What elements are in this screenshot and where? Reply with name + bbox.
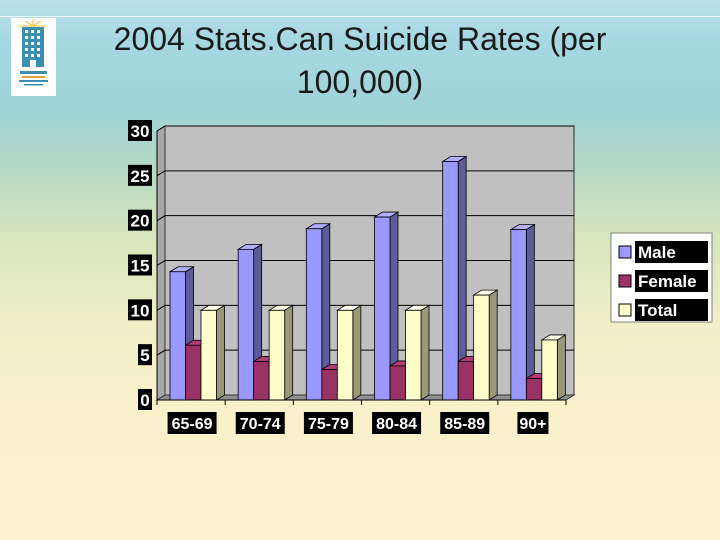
legend-swatch-female (618, 274, 632, 288)
y-tick-label: 5 (140, 346, 149, 365)
legend-label-bg (635, 270, 708, 292)
y-tick-label-bg (128, 120, 152, 141)
x-tick-label-bg (440, 412, 490, 434)
x-tick-label-80-84: 80-84 (376, 416, 417, 433)
legend-label-bg (635, 241, 708, 263)
title-divider (0, 16, 720, 17)
y-tick-label: 20 (131, 212, 150, 231)
gridline-20 (156, 215, 574, 222)
x-tick-label-65-69: 65-69 (172, 416, 213, 433)
building-logo-icon (11, 18, 56, 96)
y-tick-label: 25 (131, 167, 150, 186)
legend-label-bg (635, 299, 708, 321)
x-tick-label-70-74: 70-74 (240, 416, 281, 433)
x-tick-label-85-89: 85-89 (444, 416, 485, 433)
legend-label-female: Female (638, 272, 697, 291)
y-tick-label-bg (138, 389, 152, 410)
gridline-10 (156, 304, 574, 311)
x-tick-label-bg (517, 412, 549, 434)
bar-male-85-89 (441, 155, 468, 401)
y-tick-label-bg (128, 299, 152, 321)
y-tick-label-bg (128, 254, 152, 276)
legend-swatch-total (618, 303, 632, 317)
gridline-5 (156, 349, 574, 356)
x-tick-label-bg (303, 412, 353, 434)
bar-male-75-79 (304, 223, 332, 401)
y-tick-label: 30 (131, 122, 150, 141)
y-tick-label: 15 (131, 257, 150, 276)
bar-total-65-69 (199, 304, 226, 401)
x-tick-label-90+: 90+ (519, 416, 546, 433)
x-tick-label-bg (372, 412, 422, 434)
title-line-2: 100,000) (296, 64, 424, 100)
gridline-30 (156, 125, 574, 132)
bar-total-70-74 (267, 304, 295, 401)
y-tick-label-bg (138, 344, 152, 366)
y-tick-label: 10 (131, 301, 150, 320)
x-tick-label-bg (167, 412, 217, 434)
title-line-1: 2004 Stats.Can Suicide Rates (per (113, 21, 607, 57)
bar-male-90+ (509, 223, 536, 401)
bar-total-85-89 (472, 289, 499, 401)
y-tick-label-bg (128, 209, 152, 231)
x-tick-label-75-79: 75-79 (308, 416, 349, 433)
bar-total-80-84 (404, 304, 431, 401)
y-tick-label: 0 (140, 391, 149, 410)
gridline-15 (156, 260, 574, 266)
bar-total-75-79 (335, 304, 363, 401)
legend-swatch-male (618, 245, 632, 259)
y-tick-label-bg (128, 164, 152, 186)
legend-label-male: Male (638, 243, 676, 262)
slide-title: 2004 Stats.Can Suicide Rates (per 100,00… (65, 18, 655, 104)
x-tick-label-bg (235, 412, 285, 434)
legend-label-total: Total (638, 301, 677, 320)
bar-male-80-84 (373, 211, 400, 401)
gridline-25 (156, 170, 574, 177)
bar-total-90+ (540, 334, 567, 401)
